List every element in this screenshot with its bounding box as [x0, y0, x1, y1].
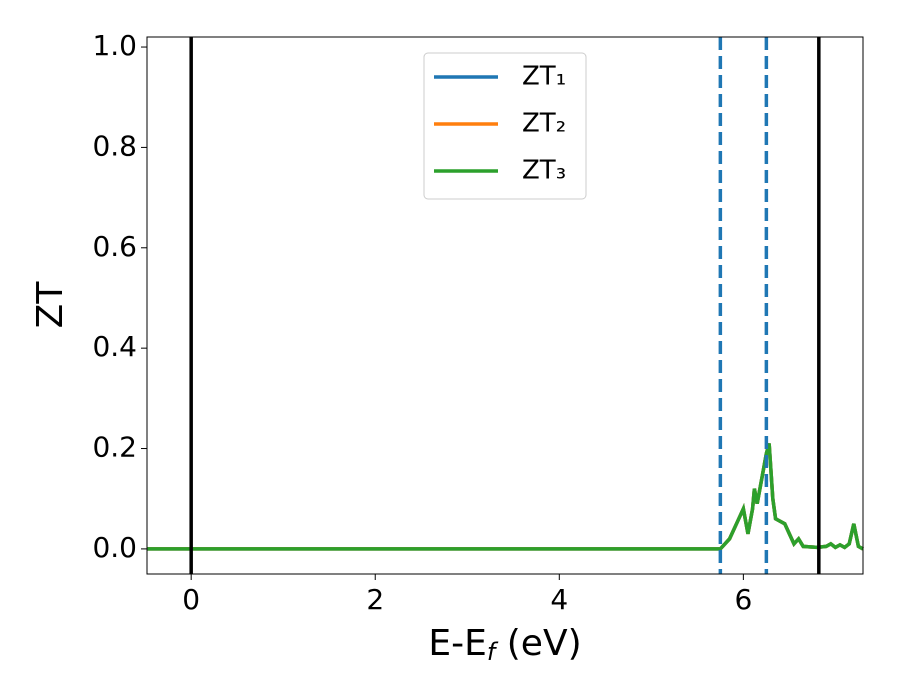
x-tick-label: 0: [182, 583, 200, 616]
legend-box: [423, 52, 587, 200]
y-tick-label: 0.8: [92, 129, 137, 162]
x-axis-label: E-Ef (eV): [428, 623, 581, 666]
legend-label: ZT₁: [522, 62, 566, 92]
plot-area: [147, 37, 864, 574]
legend-label: ZT₃: [522, 156, 566, 186]
x-tick-label: 2: [366, 583, 384, 616]
y-tick-label: 0.2: [92, 431, 137, 464]
y-tick-label: 1.0: [92, 29, 137, 62]
legend: ZT₁ ZT₂ ZT₃: [423, 52, 587, 200]
x-tick-label: 4: [550, 583, 568, 616]
y-axis-label: ZT: [30, 281, 71, 329]
y-tick-label: 0.0: [92, 531, 137, 564]
y-tick-label: 0.4: [92, 330, 137, 363]
y-tick-label: 0.6: [92, 230, 137, 263]
axes-frame: [146, 36, 864, 575]
legend-label: ZT₂: [522, 109, 566, 139]
data-line: [147, 443, 864, 551]
x-tick-label: 6: [734, 583, 752, 616]
